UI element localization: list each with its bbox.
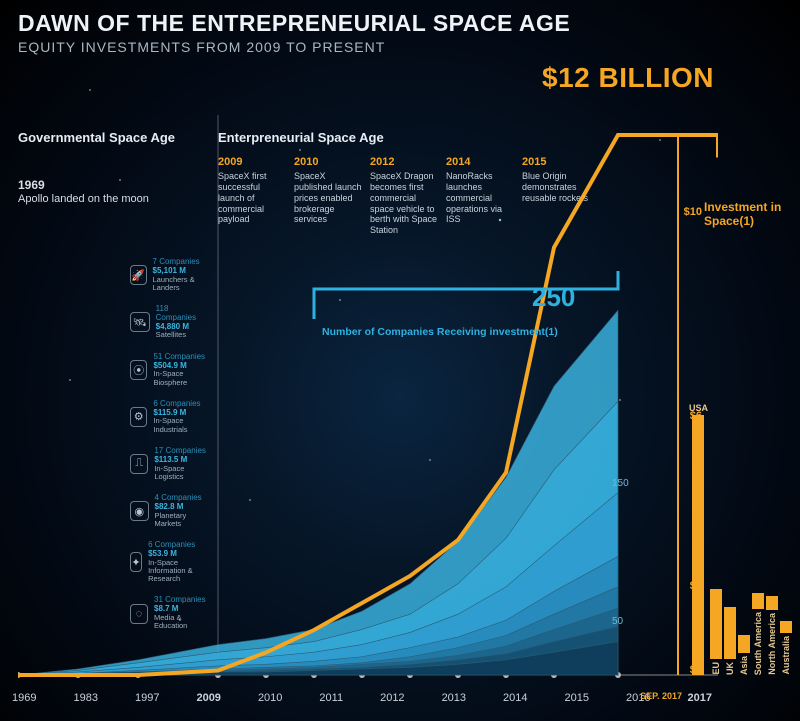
x-tick: 1969: [12, 692, 36, 704]
region-bar-rect: [710, 589, 722, 659]
region-bar-australia: Australia: [780, 621, 792, 675]
region-bar-label: USA: [689, 403, 708, 413]
x-tick: 1983: [73, 692, 97, 704]
page-subtitle: EQUITY INVESTMENTS FROM 2009 TO PRESENT: [18, 39, 570, 55]
page-title: DAWN OF THE ENTREPRENEURIAL SPACE AGE: [18, 10, 570, 37]
region-bar-south-america: South America: [752, 593, 764, 675]
main-chart: [18, 115, 718, 685]
region-bar-eu: EU: [710, 589, 722, 675]
chart-svg: [18, 115, 718, 685]
x-tick: 2010: [258, 692, 282, 704]
region-bar-rect: [766, 596, 778, 610]
region-bar-rect: [738, 635, 750, 653]
total-investment-value: $12 BILLION: [542, 62, 714, 94]
region-bar-uk: UK: [724, 607, 736, 675]
y-tick-companies-150: 150: [612, 478, 629, 489]
region-bar-usa: USA: [689, 403, 708, 675]
x-tick: 2017: [688, 692, 712, 704]
x-tick: 2011: [319, 692, 343, 704]
companies-line-label: Number of Companies Receiving investment…: [322, 326, 558, 339]
y-tick-invest-10: $10: [684, 206, 702, 218]
region-bar-label: Australia: [781, 636, 791, 675]
x-tick: 1997: [135, 692, 159, 704]
region-bar-label: EU: [711, 662, 721, 675]
region-bars: USA EU UK Asia South America North America Aus…: [689, 403, 792, 675]
sep-2017-label: SEP. 2017: [640, 692, 682, 702]
region-bar-label: UK: [725, 662, 735, 675]
x-axis-labels: 1969 1983 1997 2009 2010 2011 2012 2013 2014 2015…: [12, 692, 712, 704]
x-tick: 2014: [503, 692, 527, 704]
x-tick: 2009: [196, 692, 220, 704]
region-bar-label: South America: [753, 612, 763, 675]
region-bar-rect: [780, 621, 792, 633]
companies-total-value: 250: [532, 282, 575, 313]
header: DAWN OF THE ENTREPRENEURIAL SPACE AGE EQ…: [18, 10, 570, 55]
region-bar-label: Asia: [739, 656, 749, 675]
region-bar-rect: [752, 593, 764, 609]
x-tick: 2012: [380, 692, 404, 704]
y-tick-companies-50: 50: [612, 616, 623, 627]
region-bar-north-america: North America: [766, 596, 778, 675]
x-tick: 2015: [565, 692, 589, 704]
x-tick: 2013: [442, 692, 466, 704]
region-bar-label: North America: [767, 613, 777, 675]
region-bar-asia: Asia: [738, 635, 750, 675]
region-bar-rect: [692, 415, 704, 675]
region-bar-rect: [724, 607, 736, 659]
